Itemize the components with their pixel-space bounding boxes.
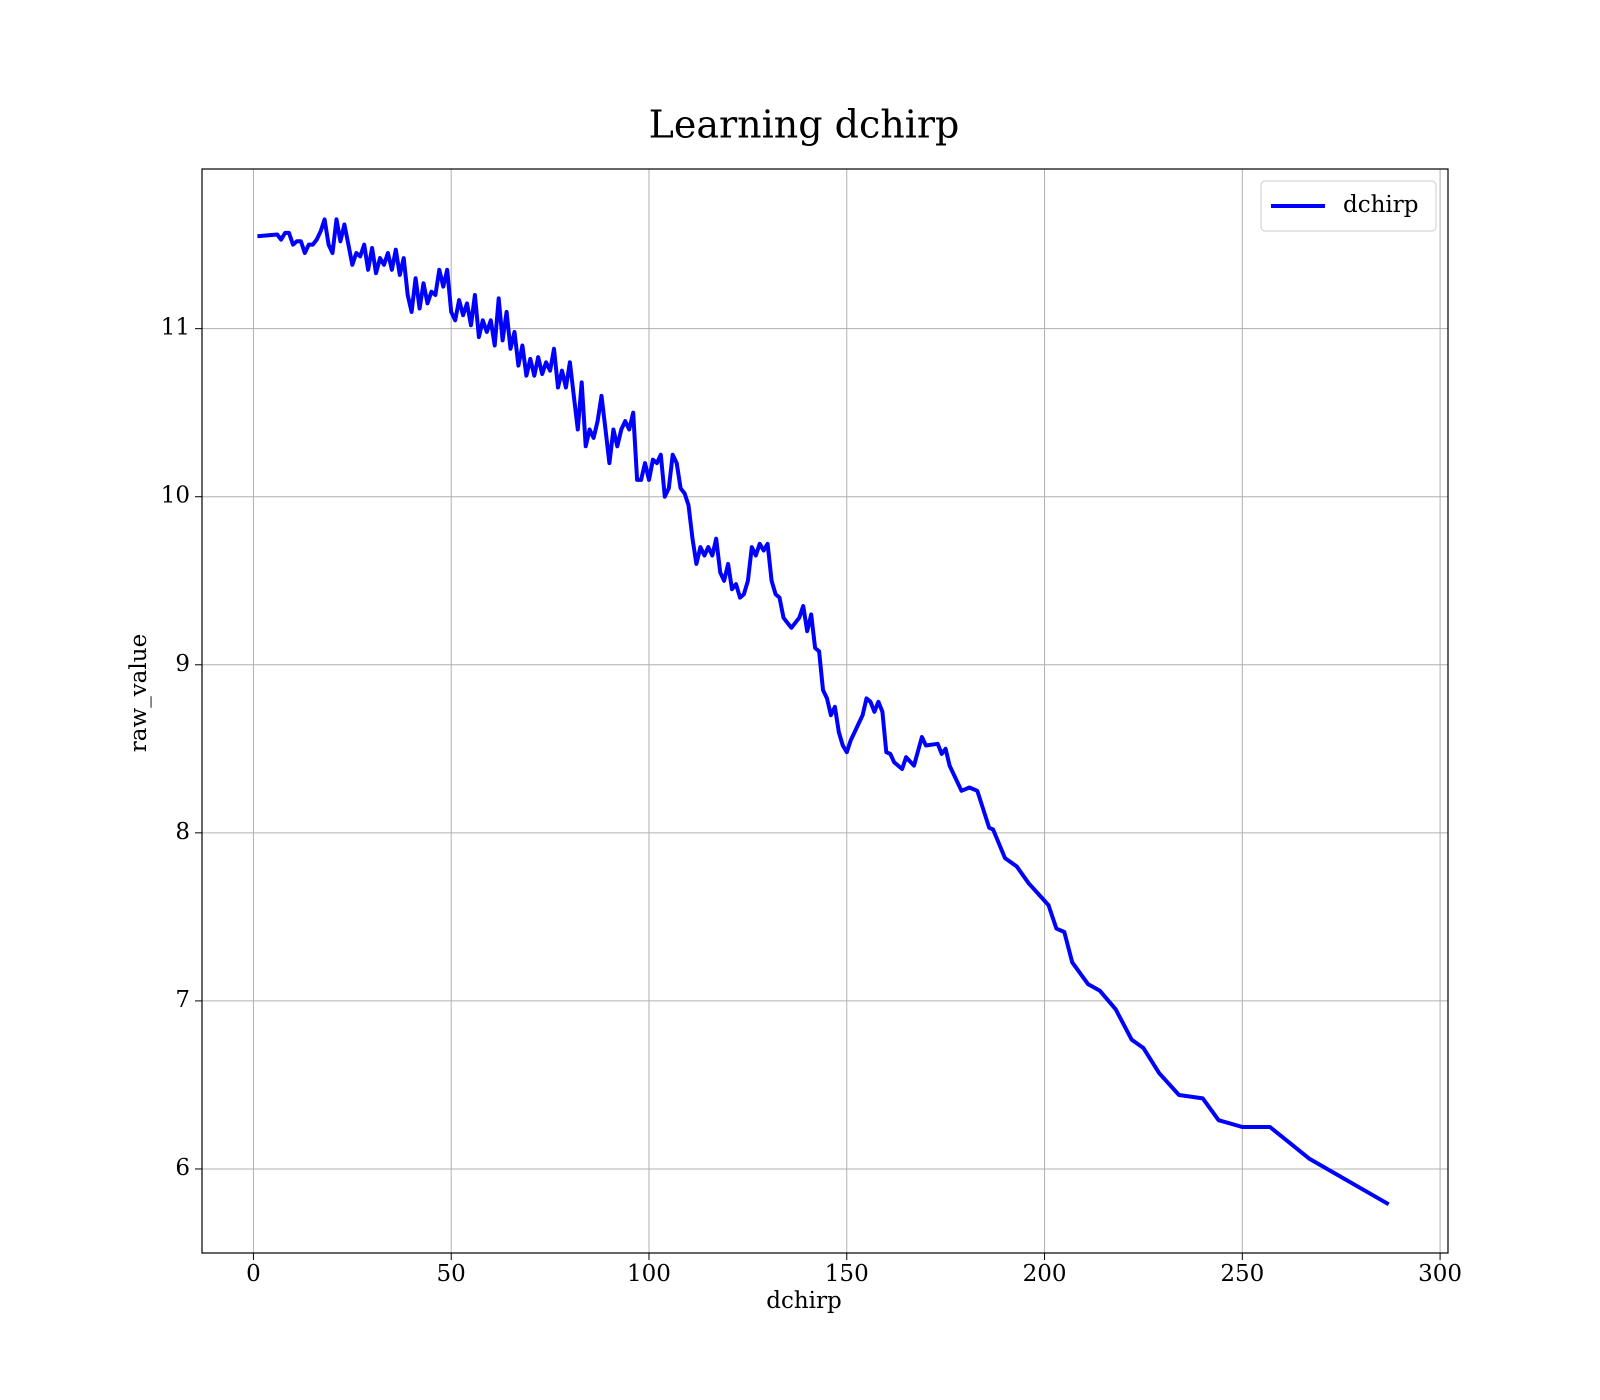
y-tick-label: 7	[175, 987, 190, 1013]
y-tick-label: 9	[175, 651, 190, 677]
y-axis-label: raw_value	[126, 634, 152, 752]
x-tick-label: 150	[825, 1261, 869, 1287]
x-tick-label: 0	[246, 1261, 261, 1287]
x-tick-label: 100	[627, 1261, 671, 1287]
legend-box	[1260, 180, 1437, 232]
legend-label: dchirp	[1343, 192, 1419, 218]
data-line	[257, 217, 1390, 1207]
x-axis-label: dchirp	[766, 1288, 842, 1314]
y-tick-label: 11	[161, 315, 190, 341]
plot-frame	[201, 168, 1449, 1254]
x-tick-label: 300	[1418, 1261, 1462, 1287]
y-tick-label: 8	[175, 819, 190, 845]
y-tick-label: 10	[161, 483, 190, 509]
x-tick-label: 50	[437, 1261, 466, 1287]
chart-title: Learning dchirp	[649, 103, 960, 147]
x-tick-label: 200	[1023, 1261, 1067, 1287]
y-tick-label: 6	[175, 1155, 190, 1181]
x-tick-label: 250	[1220, 1261, 1264, 1287]
